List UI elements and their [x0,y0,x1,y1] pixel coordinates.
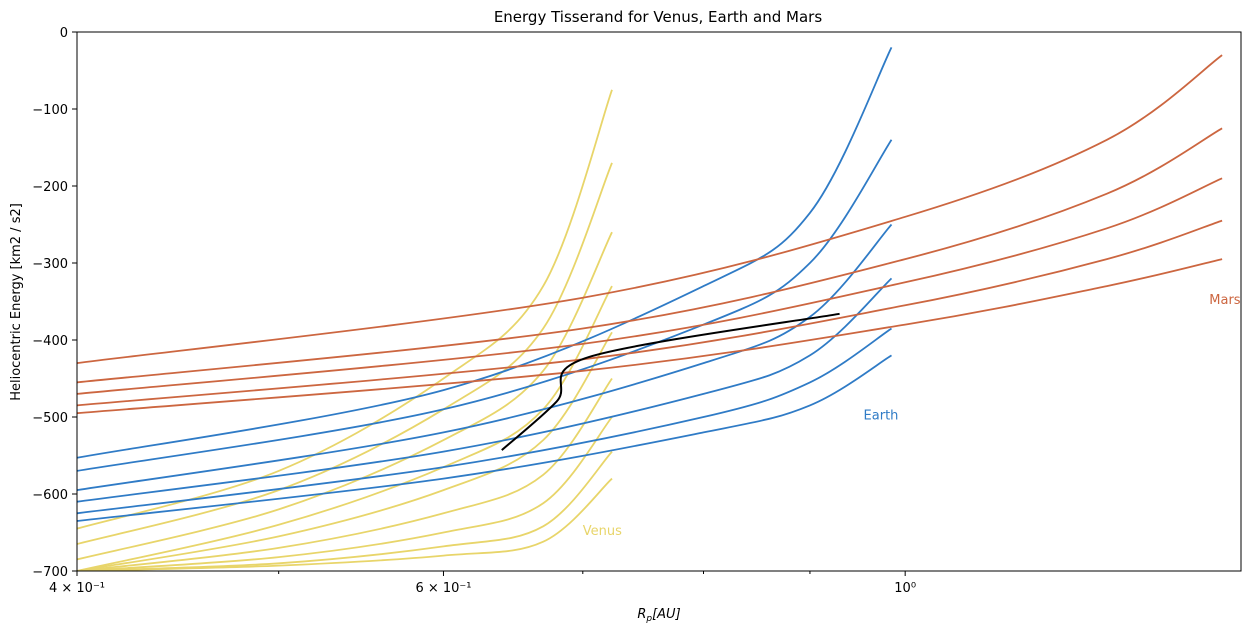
curve-venus-8 [77,89,613,530]
curve-mars-1 [77,219,1223,407]
plot-curves [77,47,1223,571]
curve-earth-1 [77,327,892,515]
x-axis-label: Rp[AU] [637,607,680,624]
curve-venus-4 [77,331,613,571]
plot-frame [76,31,1242,572]
curve-mars-0 [77,258,1223,415]
curve-mars-2 [77,177,1223,395]
curve-venus-2 [77,416,613,571]
curve-venus-5 [77,285,613,571]
curve-venus-6 [77,231,613,561]
y-tick-label: −600 [32,488,68,503]
x-tick-label: 4 × 10⁻¹ [49,581,105,596]
curve-venus-0 [77,477,613,571]
x-tick-label: 10⁰ [894,581,916,596]
curve-venus-7 [77,162,613,545]
y-tick-label: −300 [32,257,68,272]
curve-earth-4 [77,139,893,472]
series-label-mars: Mars [1209,293,1241,308]
x-axis-ticks: 4 × 10⁻¹ 6 × 10⁻¹ 10⁰ [49,571,916,596]
curve-venus-3 [77,377,613,571]
curve-mars-3 [77,127,1223,384]
y-tick-label: −500 [32,411,68,426]
curve-venus-1 [77,450,613,571]
curve-earth-5 [77,47,893,459]
x-tick-label: 6 × 10⁻¹ [415,581,471,596]
curve-mars-4 [77,54,1223,364]
series-label-earth: Earth [864,408,899,423]
curve-earth-2 [77,277,893,503]
chart-title: Energy Tisserand for Venus, Earth and Ma… [494,8,823,26]
curve-earth-3 [77,223,893,491]
y-tick-label: −200 [32,180,68,195]
series-labels: Venus Earth Mars [583,293,1241,539]
curve-trajectory-0 [501,312,840,451]
y-tick-label: −700 [32,565,68,580]
y-axis-label: Heliocentric Energy [km2 / s2] [9,203,24,401]
series-label-venus: Venus [583,524,622,539]
y-tick-label: 0 [60,26,68,41]
y-axis-ticks: 0 −100 −200 −300 −400 −500 −600 −700 [32,26,77,580]
curve-earth-0 [77,354,892,522]
y-tick-label: −100 [32,103,68,118]
y-tick-label: −400 [32,334,68,349]
